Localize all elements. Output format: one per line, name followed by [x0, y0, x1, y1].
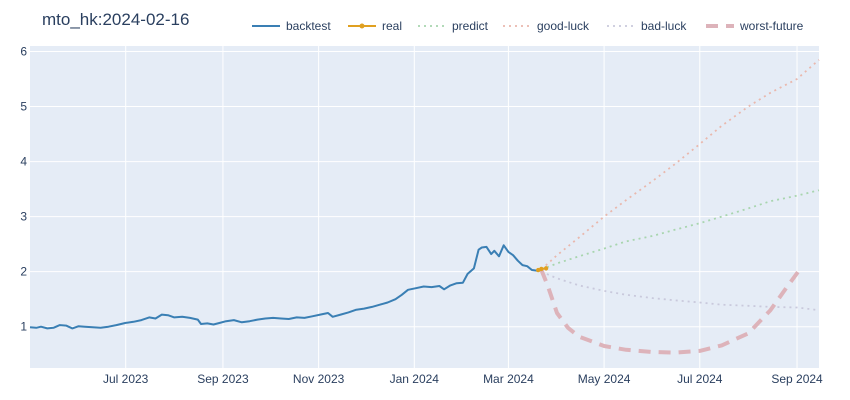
legend: backtest real predict good-luck bad-luck wors…	[252, 19, 804, 33]
x-tick-label: Jul 2023	[103, 372, 149, 386]
y-tick-label: 3	[20, 210, 27, 224]
legend-item-backtest[interactable]: backtest	[252, 19, 331, 33]
legend-item-real[interactable]: real	[348, 19, 402, 33]
x-tick-label: Sep 2024	[771, 372, 823, 386]
x-tick-label: Jul 2024	[677, 372, 723, 386]
x-axis: Jul 2023 Sep 2023 Nov 2023 Jan 2024 Mar 2024…	[103, 372, 823, 386]
y-tick-label: 2	[20, 265, 27, 279]
x-tick-label: Jan 2024	[390, 372, 440, 386]
legend-label: real	[382, 19, 402, 33]
series-real	[536, 266, 549, 273]
legend-item-predict[interactable]: predict	[418, 19, 489, 33]
chart-title: mto_hk:2024-02-16	[42, 10, 189, 29]
x-tick-label: May 2024	[578, 372, 631, 386]
series-line-worst-future	[539, 267, 802, 355]
legend-item-good-luck[interactable]: good-luck	[503, 19, 590, 33]
series-line-backtest	[29, 244, 542, 330]
plot-background	[30, 46, 819, 368]
x-tick-label: Sep 2023	[197, 372, 249, 386]
legend-item-bad-luck[interactable]: bad-luck	[607, 19, 687, 33]
series-line-predict	[541, 189, 820, 271]
series-good-luck	[540, 59, 820, 271]
y-tick-label: 5	[20, 100, 27, 114]
legend-label: predict	[452, 19, 489, 33]
y-tick-label: 4	[20, 155, 27, 169]
y-tick-label: 1	[20, 320, 27, 334]
data-point	[543, 266, 549, 271]
legend-marker	[359, 23, 365, 29]
series-layer	[29, 59, 820, 355]
series-backtest	[29, 244, 542, 330]
series-line-good-luck	[540, 59, 820, 271]
series-predict	[541, 189, 820, 271]
legend-item-worst-future[interactable]: worst-future	[706, 19, 804, 33]
legend-label: backtest	[286, 19, 331, 33]
legend-label: good-luck	[537, 19, 590, 33]
x-tick-label: Nov 2023	[293, 372, 345, 386]
y-tick-label: 6	[20, 45, 27, 59]
legend-label: worst-future	[739, 19, 804, 33]
series-worst-future	[539, 267, 802, 355]
y-axis: 1 2 3 4 5 6	[20, 45, 27, 334]
data-point	[539, 266, 544, 272]
x-tick-label: Mar 2024	[483, 372, 534, 386]
legend-label: bad-luck	[641, 19, 687, 33]
grid	[30, 46, 819, 368]
